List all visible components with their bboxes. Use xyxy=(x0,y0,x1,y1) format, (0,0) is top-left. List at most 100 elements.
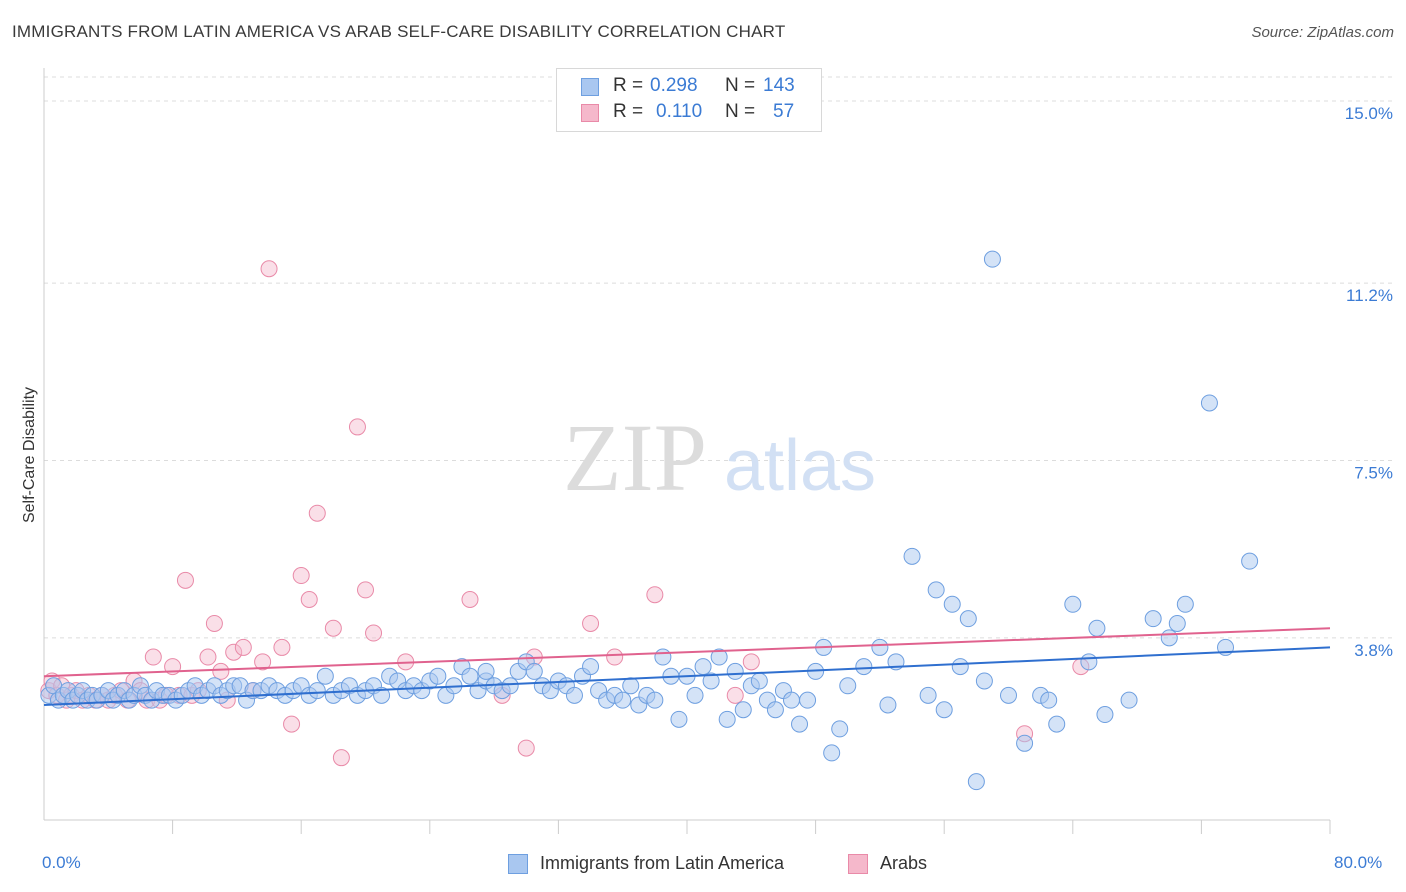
arab-point xyxy=(365,624,383,642)
latin-point xyxy=(1016,734,1034,752)
arab-point xyxy=(176,571,194,589)
latin-point xyxy=(903,547,921,565)
trend-lines xyxy=(43,627,1331,706)
legend-swatch-arab xyxy=(848,854,868,874)
latin-point xyxy=(582,658,600,676)
y-tick-label: 3.8% xyxy=(1354,641,1393,660)
chart-title: IMMIGRANTS FROM LATIN AMERICA VS ARAB SE… xyxy=(12,22,786,41)
stats-box: R = 0.298 N = 143 R = 0.110 N = 57 xyxy=(556,68,822,132)
latin-point xyxy=(839,677,857,695)
latin-point xyxy=(734,701,752,719)
latin-point xyxy=(1200,394,1218,412)
arab-point xyxy=(212,662,230,680)
latin-point xyxy=(702,672,720,690)
latin-point xyxy=(1168,614,1186,632)
latin-point xyxy=(1064,595,1082,613)
latin-point xyxy=(831,720,849,738)
latin-point xyxy=(316,667,334,685)
latin-point xyxy=(1080,653,1098,671)
arab-point xyxy=(254,653,272,671)
latin-point xyxy=(710,648,728,666)
legend-label-latin: Immigrants from Latin America xyxy=(540,853,785,873)
latin-point xyxy=(686,686,704,704)
arab-n-label: N = xyxy=(725,101,756,122)
latin-point xyxy=(373,686,391,704)
latin-point xyxy=(461,667,479,685)
latin-point xyxy=(951,658,969,676)
latin-point xyxy=(654,648,672,666)
latin-point xyxy=(1144,610,1162,628)
x-tick-label-max: 80.0% xyxy=(1334,853,1383,872)
latin-point xyxy=(855,658,873,676)
latin-point xyxy=(614,691,632,709)
arab-point xyxy=(292,567,310,585)
latin-point xyxy=(799,691,817,709)
latin-point xyxy=(565,686,583,704)
latin-point xyxy=(1088,619,1106,637)
x-tick-label-min: 0.0% xyxy=(42,853,81,872)
latin-point xyxy=(943,595,961,613)
watermark: ZIP atlas xyxy=(563,404,876,511)
latin-point xyxy=(967,773,985,791)
latin-point xyxy=(782,691,800,709)
arab-point xyxy=(517,739,535,757)
grid-lines xyxy=(44,76,1395,639)
arab-point xyxy=(199,648,217,666)
latin-point xyxy=(823,744,841,762)
y-tick-label: 15.0% xyxy=(1345,104,1393,123)
latin-r-value: 0.298 xyxy=(650,75,698,96)
latin-point xyxy=(622,677,640,695)
arab-point xyxy=(300,590,318,608)
latin-point xyxy=(975,672,993,690)
latin-swatch xyxy=(581,78,599,96)
y-tick-labels: 3.8% 7.5% 11.2% 15.0% xyxy=(1345,104,1393,660)
latin-point xyxy=(1120,691,1138,709)
latin-trend-line xyxy=(43,646,1331,706)
latin-point xyxy=(670,710,688,728)
latin-point xyxy=(1241,552,1259,570)
latin-point xyxy=(766,701,784,719)
latin-point xyxy=(646,691,664,709)
latin-point xyxy=(983,250,1001,268)
arab-r-value: 0.110 xyxy=(656,101,703,122)
legend-label-arab: Arabs xyxy=(880,853,928,873)
watermark-atlas: atlas xyxy=(724,426,876,506)
arab-point xyxy=(646,586,664,604)
latin-point xyxy=(429,667,447,685)
latin-point xyxy=(525,662,543,680)
latin-point xyxy=(1176,595,1194,613)
latin-point xyxy=(1040,691,1058,709)
latin-point xyxy=(726,662,744,680)
y-tick-label: 11.2% xyxy=(1346,286,1393,305)
latin-point xyxy=(919,686,937,704)
latin-point xyxy=(879,696,897,714)
arab-point xyxy=(273,638,291,656)
arab-trend-line xyxy=(43,627,1331,678)
latin-n-label: N = xyxy=(725,75,756,96)
latin-r-label: R = xyxy=(613,75,644,96)
arab-point xyxy=(324,619,342,637)
latin-point xyxy=(308,682,326,700)
source-credit: Source: ZipAtlas.com xyxy=(1251,24,1394,41)
latin-point xyxy=(1000,686,1017,704)
latin-point xyxy=(927,581,945,599)
arab-point xyxy=(283,715,301,733)
latin-point xyxy=(1048,715,1066,733)
latin-point xyxy=(477,662,495,680)
axes xyxy=(43,68,1331,834)
latin-points xyxy=(40,250,1259,791)
latin-point xyxy=(501,677,519,695)
latin-point xyxy=(1096,706,1114,724)
legend-swatch-latin xyxy=(508,854,528,874)
latin-point xyxy=(959,610,977,628)
latin-point xyxy=(750,672,768,690)
y-tick-label: 7.5% xyxy=(1354,463,1393,482)
watermark-zip: ZIP xyxy=(563,404,707,511)
latin-point xyxy=(871,638,889,656)
arab-r-label: R = xyxy=(613,101,644,122)
arab-point xyxy=(205,614,223,632)
latin-point xyxy=(718,710,736,728)
arab-point xyxy=(742,653,760,671)
latin-point xyxy=(935,701,953,719)
